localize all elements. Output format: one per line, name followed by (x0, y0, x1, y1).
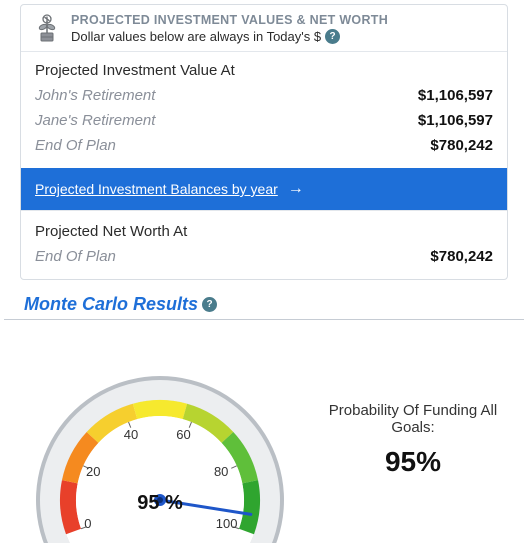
card-header: PROJECTED INVESTMENT VALUES & NET WORTH … (21, 5, 507, 52)
help-icon[interactable]: ? (202, 297, 217, 312)
monte-carlo-title: Monte Carlo Results (24, 294, 198, 315)
gauge-tick-label: 100 (216, 516, 238, 531)
monte-carlo-header: Monte Carlo Results ? (4, 288, 524, 320)
row-value: $1,106,597 (418, 112, 493, 129)
gauge-tick-label: 20 (86, 464, 100, 479)
card-subtitle: Dollar values below are always in Today'… (71, 29, 388, 44)
row-label: End Of Plan (35, 137, 116, 154)
table-row: End Of Plan $780,242 (21, 244, 507, 279)
table-row: End Of Plan $780,242 (21, 133, 507, 162)
subtitle-text: Dollar values below are always in Today'… (71, 29, 321, 44)
table-row: John's Retirement $1,106,597 (21, 83, 507, 108)
balances-link[interactable]: Projected Investment Balances by year (35, 181, 278, 197)
probability-value: 95% (310, 446, 516, 478)
networth-heading: Projected Net Worth At (21, 211, 507, 244)
help-icon[interactable]: ? (325, 29, 340, 44)
arrow-right-icon: → (288, 180, 304, 198)
gauge-chart: 95 % 0 20 40 60 80 100 (30, 340, 290, 540)
table-row: Jane's Retirement $1,106,597 (21, 108, 507, 133)
probability-label: Probability Of Funding All Goals: (310, 402, 516, 436)
results-area: 95 % 0 20 40 60 80 100 Probability Of Funding… (0, 320, 528, 540)
investment-heading: Projected Investment Value At (21, 52, 507, 83)
plant-icon (33, 13, 61, 45)
gauge-tick-label: 80 (214, 464, 228, 479)
row-label: End Of Plan (35, 248, 116, 265)
row-label: John's Retirement (35, 87, 155, 104)
row-value: $780,242 (430, 137, 493, 154)
projections-card: PROJECTED INVESTMENT VALUES & NET WORTH … (20, 4, 508, 280)
probability-block: Probability Of Funding All Goals: 95% (310, 402, 516, 478)
gauge-tick-label: 0 (84, 516, 91, 531)
row-label: Jane's Retirement (35, 112, 155, 129)
gauge-tick-label: 40 (124, 427, 138, 442)
row-value: $1,106,597 (418, 87, 493, 104)
balances-link-bar[interactable]: Projected Investment Balances by year → (21, 168, 507, 210)
gauge-value-label: 95 % (30, 492, 290, 515)
row-value: $780,242 (430, 248, 493, 265)
gauge-tick-label: 60 (176, 427, 190, 442)
card-title: PROJECTED INVESTMENT VALUES & NET WORTH (71, 13, 388, 27)
